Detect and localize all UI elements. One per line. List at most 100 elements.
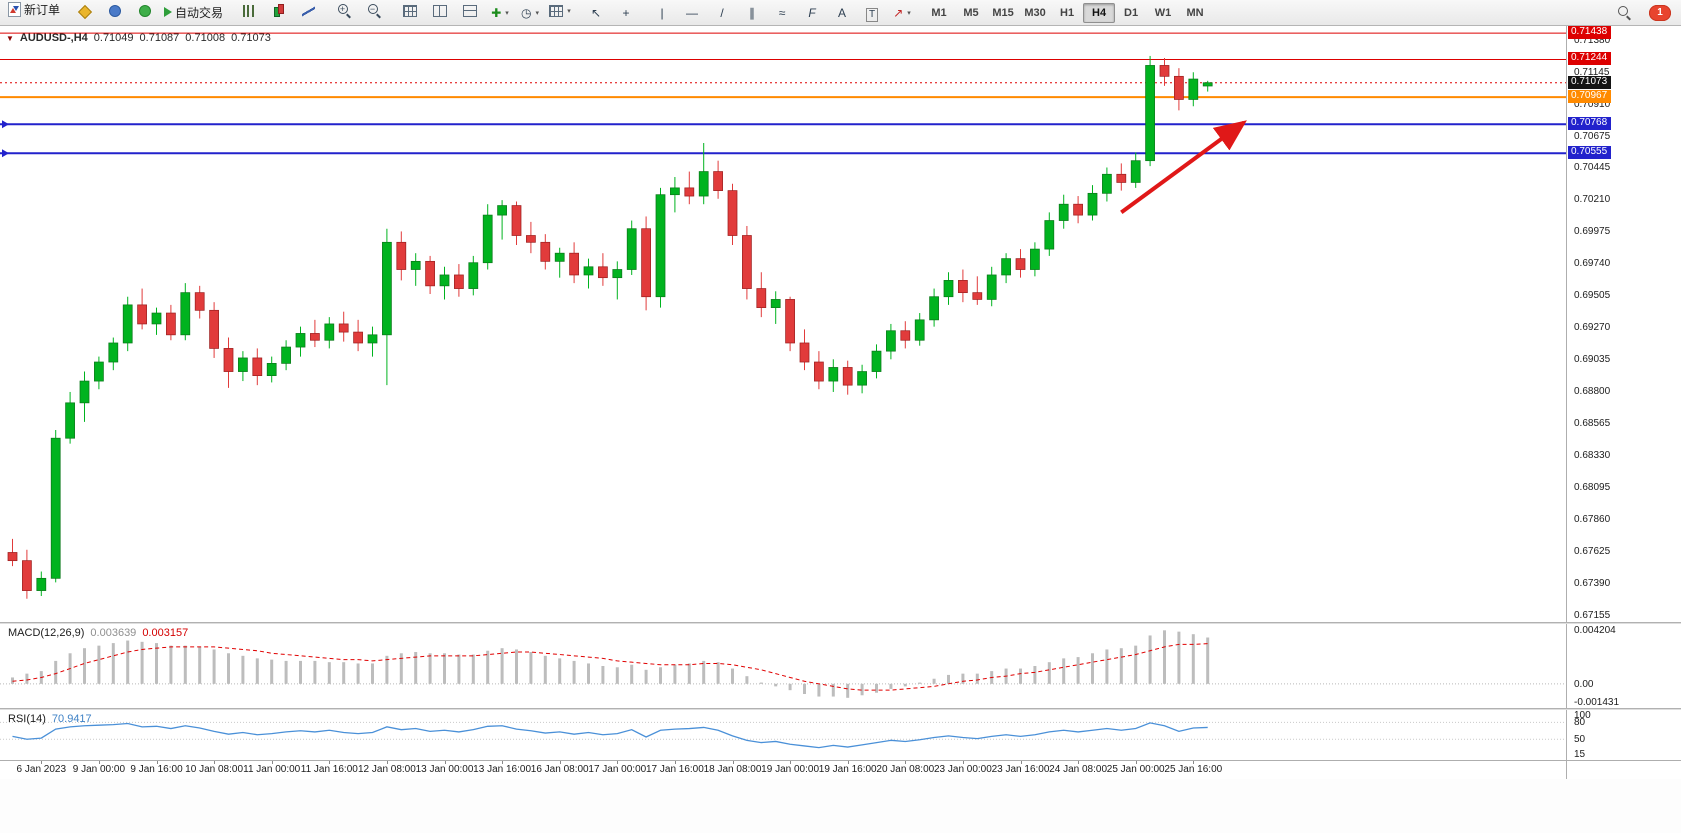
text-label-button[interactable]: T bbox=[857, 4, 887, 26]
price-tick-label: 0.69740 bbox=[1574, 258, 1611, 270]
cursor-button[interactable]: ↖ bbox=[581, 2, 611, 24]
periods-button[interactable]: ◷ ▾ bbox=[515, 2, 545, 24]
fibonacci-button[interactable]: F bbox=[797, 2, 827, 24]
zoom-in-button[interactable]: + bbox=[329, 0, 359, 22]
price-tick-label: 0.70210 bbox=[1574, 194, 1611, 206]
status-area bbox=[0, 779, 1681, 833]
timeframe-button-h1[interactable]: H1 bbox=[1060, 6, 1075, 19]
macd-scale[interactable]: 0.004204 0.00 -0.001431 bbox=[1567, 624, 1681, 708]
tile-horizontal-button[interactable] bbox=[455, 0, 485, 22]
market-button[interactable] bbox=[130, 0, 160, 22]
time-axis-label: 9 Jan 00:00 bbox=[72, 764, 126, 775]
price-tick-label: 0.69270 bbox=[1574, 322, 1611, 333]
auto-arrange-button[interactable] bbox=[395, 0, 425, 22]
templates-icon bbox=[549, 5, 564, 18]
price-tick-label: 0.67625 bbox=[1574, 545, 1611, 557]
time-axis[interactable]: 6 Jan 2023 9 Jan 00:00 9 Jan 16:00 10 Jan 0… bbox=[0, 760, 1681, 779]
pitchfork-button[interactable]: ≈ bbox=[767, 2, 797, 24]
candlestick-chart-button[interactable] bbox=[263, 0, 293, 22]
notification-badge[interactable]: 1 bbox=[1649, 4, 1671, 21]
text-button[interactable]: A bbox=[827, 2, 857, 24]
symbol-period-label: AUDUSD-,H4 bbox=[19, 32, 88, 44]
macd-signal-line bbox=[12, 643, 1208, 691]
price-line-badge: 0.70768 bbox=[1568, 117, 1612, 131]
bar-chart-button[interactable] bbox=[233, 0, 263, 22]
price-tick-label: 0.70445 bbox=[1574, 162, 1611, 174]
periods-icon: ◷ bbox=[521, 6, 532, 21]
indicators-button[interactable]: ✚ ▾ bbox=[485, 2, 515, 24]
time-axis-tick bbox=[271, 761, 273, 764]
timeframe-button-h4[interactable]: H4 bbox=[1083, 2, 1116, 23]
timeframe-button-d1[interactable]: D1 bbox=[1124, 6, 1139, 19]
time-axis-tick bbox=[214, 761, 216, 764]
chart-ohlc-header: ▼ AUDUSD-,H4 0.71049 0.71087 0.71008 0.7… bbox=[6, 32, 271, 44]
time-axis-label: 10 Jan 08:00 bbox=[185, 764, 244, 775]
timeframe-button-m30[interactable]: M30 bbox=[1024, 6, 1046, 19]
time-axis-tick bbox=[1135, 761, 1137, 764]
timeframe-button-mn[interactable]: MN bbox=[1186, 6, 1204, 19]
time-axis-tick bbox=[905, 761, 907, 764]
channel-button[interactable]: ∥ bbox=[737, 2, 767, 24]
rsi-label: RSI(14) 70.9417 bbox=[8, 713, 92, 725]
time-axis-label: 16 Jan 08:00 bbox=[530, 764, 589, 775]
templates-button[interactable]: ▾ bbox=[545, 0, 575, 22]
price-scale[interactable]: 0.71380 0.71145 0.70910 0.70675 0.70445 0.702… bbox=[1567, 26, 1681, 622]
price-tick-label: 0.67155 bbox=[1574, 609, 1611, 621]
timeframe-button-m5[interactable]: M5 bbox=[963, 6, 979, 19]
tile-windows-button[interactable] bbox=[425, 0, 455, 22]
vertical-line-button[interactable]: | bbox=[647, 2, 677, 24]
macd-main-value: 0.003639 bbox=[90, 627, 137, 639]
horizontal-lines-group bbox=[0, 32, 1566, 158]
candlestick-chart-icon bbox=[272, 4, 285, 18]
time-axis-tick bbox=[962, 761, 964, 764]
time-axis-label: 25 Jan 00:00 bbox=[1106, 764, 1165, 775]
price-scale-separator bbox=[1566, 624, 1567, 708]
panel-separator[interactable] bbox=[0, 708, 1681, 710]
time-axis-label: 9 Jan 16:00 bbox=[130, 764, 183, 775]
price-tick-label: 0.71145 bbox=[1574, 66, 1610, 78]
timeframe-button-m15[interactable]: M15 bbox=[992, 6, 1014, 19]
time-axis-label: 18 Jan 08:00 bbox=[703, 764, 762, 775]
toolbar-right: 1 bbox=[1609, 2, 1677, 24]
time-axis-label: 17 Jan 16:00 bbox=[645, 764, 704, 775]
time-axis-tick bbox=[732, 761, 734, 764]
timeframe-toolbar: M1 M5 M15 M30 H1 H4 D1 W1 MN bbox=[923, 2, 1211, 23]
crosshair-button[interactable]: + bbox=[611, 2, 641, 24]
line-chart-icon bbox=[301, 6, 315, 18]
price-tick-label: 0.68330 bbox=[1574, 449, 1611, 461]
close-value: 0.71073 bbox=[231, 32, 271, 44]
macd-chart-canvas[interactable] bbox=[0, 624, 1566, 708]
horizontal-line-button[interactable]: — bbox=[677, 2, 707, 24]
timeframe-button-w1[interactable]: W1 bbox=[1154, 6, 1172, 19]
one-click-trading-toggle[interactable]: ▼ bbox=[6, 33, 14, 43]
trendline-button[interactable]: / bbox=[707, 2, 737, 24]
timeframe-button-m1[interactable]: M1 bbox=[931, 6, 947, 19]
chevron-down-icon: ▾ bbox=[535, 10, 540, 18]
zoom-in-icon: + bbox=[337, 4, 351, 17]
tile-windows-icon bbox=[433, 5, 448, 18]
line-chart-button[interactable] bbox=[293, 1, 323, 23]
panel-separator[interactable] bbox=[0, 622, 1681, 624]
search-icon bbox=[1617, 6, 1631, 19]
zoom-out-button[interactable]: − bbox=[359, 0, 389, 22]
arrows-button[interactable]: ↗ ▾ bbox=[887, 2, 917, 24]
candlestick-chart-canvas[interactable] bbox=[0, 26, 1566, 622]
time-axis-label: 11 Jan 00:00 bbox=[243, 764, 301, 775]
rsi-scale[interactable]: 100 80 50 15 bbox=[1567, 710, 1681, 760]
market-icon bbox=[139, 5, 152, 18]
new-order-button[interactable]: 新订单 bbox=[4, 0, 64, 21]
search-button[interactable] bbox=[1609, 2, 1639, 24]
arrows-icon: ↗ bbox=[893, 6, 904, 21]
time-axis-label: 25 Jan 16:00 bbox=[1164, 764, 1223, 775]
rsi-chart-canvas[interactable] bbox=[0, 710, 1566, 760]
rsi-value: 70.9417 bbox=[51, 713, 92, 725]
time-axis-tick bbox=[98, 761, 100, 764]
metaeditor-button[interactable] bbox=[70, 1, 100, 23]
auto-trading-icon bbox=[164, 7, 173, 18]
price-line-badge: 0.70967 bbox=[1568, 90, 1612, 104]
main-chart-panel: ▼ AUDUSD-,H4 0.71049 0.71087 0.71008 0.7… bbox=[0, 26, 1681, 622]
rsi-tick-label: 15 bbox=[1574, 749, 1586, 760]
auto-trading-button[interactable]: 自动交易 bbox=[160, 1, 227, 23]
community-button[interactable] bbox=[100, 0, 130, 22]
